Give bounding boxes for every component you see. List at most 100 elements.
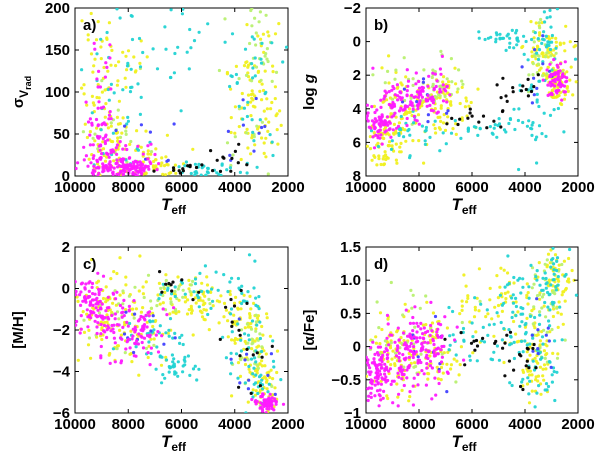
data-point	[535, 44, 540, 48]
data-point	[271, 377, 275, 381]
data-point	[138, 254, 142, 258]
data-point	[281, 402, 286, 406]
data-point	[193, 277, 198, 281]
data-point	[524, 321, 528, 326]
data-point	[402, 365, 406, 369]
data-point	[564, 286, 568, 291]
data-point	[238, 170, 242, 174]
data-point	[547, 319, 551, 323]
data-point	[366, 111, 370, 115]
data-point	[99, 57, 103, 61]
data-point	[383, 123, 387, 127]
data-point	[271, 153, 275, 158]
data-point	[521, 306, 525, 311]
data-point	[539, 392, 543, 396]
data-point	[123, 124, 127, 128]
data-point	[433, 94, 437, 99]
data-point	[111, 292, 116, 296]
data-point	[163, 25, 167, 29]
data-point	[408, 363, 412, 368]
data-point	[535, 294, 540, 298]
data-point	[200, 289, 204, 293]
data-point	[270, 100, 274, 105]
data-point	[438, 149, 442, 153]
data-point	[421, 323, 425, 327]
data-point	[239, 157, 243, 162]
data-point	[525, 359, 529, 363]
data-point	[149, 337, 153, 341]
data-point	[166, 331, 170, 335]
data-point	[533, 54, 537, 58]
data-point	[129, 67, 133, 71]
data-point	[83, 287, 87, 291]
data-point	[99, 45, 103, 49]
data-point	[103, 135, 107, 139]
data-point	[115, 143, 119, 147]
x-tick-label: 8000	[402, 416, 435, 433]
data-point	[121, 302, 125, 306]
data-point	[541, 367, 545, 371]
data-point	[260, 120, 264, 124]
data-point	[87, 157, 91, 161]
data-point	[521, 377, 525, 381]
data-point	[264, 352, 268, 356]
data-point	[503, 285, 507, 289]
data-point	[424, 125, 428, 130]
data-point	[537, 124, 542, 128]
data-point	[421, 336, 425, 340]
series-black	[443, 330, 538, 392]
data-point	[550, 373, 554, 377]
data-point	[142, 323, 147, 327]
data-point	[121, 325, 125, 329]
data-point	[405, 116, 409, 121]
data-point	[394, 354, 399, 358]
data-point	[534, 375, 538, 379]
data-point	[126, 49, 131, 53]
data-point	[251, 66, 255, 70]
data-point	[416, 90, 420, 94]
data-point	[448, 343, 452, 347]
data-point	[517, 167, 521, 172]
data-point	[178, 341, 182, 345]
data-point	[187, 278, 191, 282]
data-point	[197, 290, 201, 294]
data-point	[211, 169, 215, 173]
data-point	[253, 393, 257, 397]
data-point	[518, 324, 522, 328]
data-point	[411, 355, 415, 360]
data-point	[271, 359, 276, 363]
data-point	[556, 275, 560, 279]
data-point	[466, 296, 470, 300]
data-point	[146, 164, 150, 169]
data-point	[98, 157, 102, 161]
data-point	[396, 344, 400, 348]
data-point	[481, 336, 485, 340]
data-point	[391, 401, 395, 405]
data-point	[381, 136, 385, 140]
data-point	[261, 88, 266, 93]
data-point	[101, 140, 105, 144]
data-point	[548, 15, 552, 19]
data-point	[526, 291, 530, 295]
data-point	[554, 46, 558, 50]
data-point	[413, 305, 417, 309]
data-point	[260, 359, 264, 363]
data-point	[412, 114, 416, 118]
data-point	[241, 123, 245, 127]
data-point	[115, 271, 119, 276]
data-point	[411, 384, 415, 388]
data-point	[253, 56, 257, 60]
data-point	[396, 371, 400, 375]
data-point	[126, 119, 130, 123]
data-point	[387, 140, 392, 144]
data-point	[160, 381, 164, 385]
data-point	[535, 278, 539, 282]
data-point	[274, 114, 278, 118]
data-point	[244, 131, 249, 135]
x-tick-label: 2000	[271, 416, 304, 433]
data-point	[558, 41, 562, 45]
data-point	[145, 325, 149, 329]
data-point	[103, 139, 107, 144]
data-point	[121, 157, 125, 161]
data-point	[521, 387, 525, 392]
